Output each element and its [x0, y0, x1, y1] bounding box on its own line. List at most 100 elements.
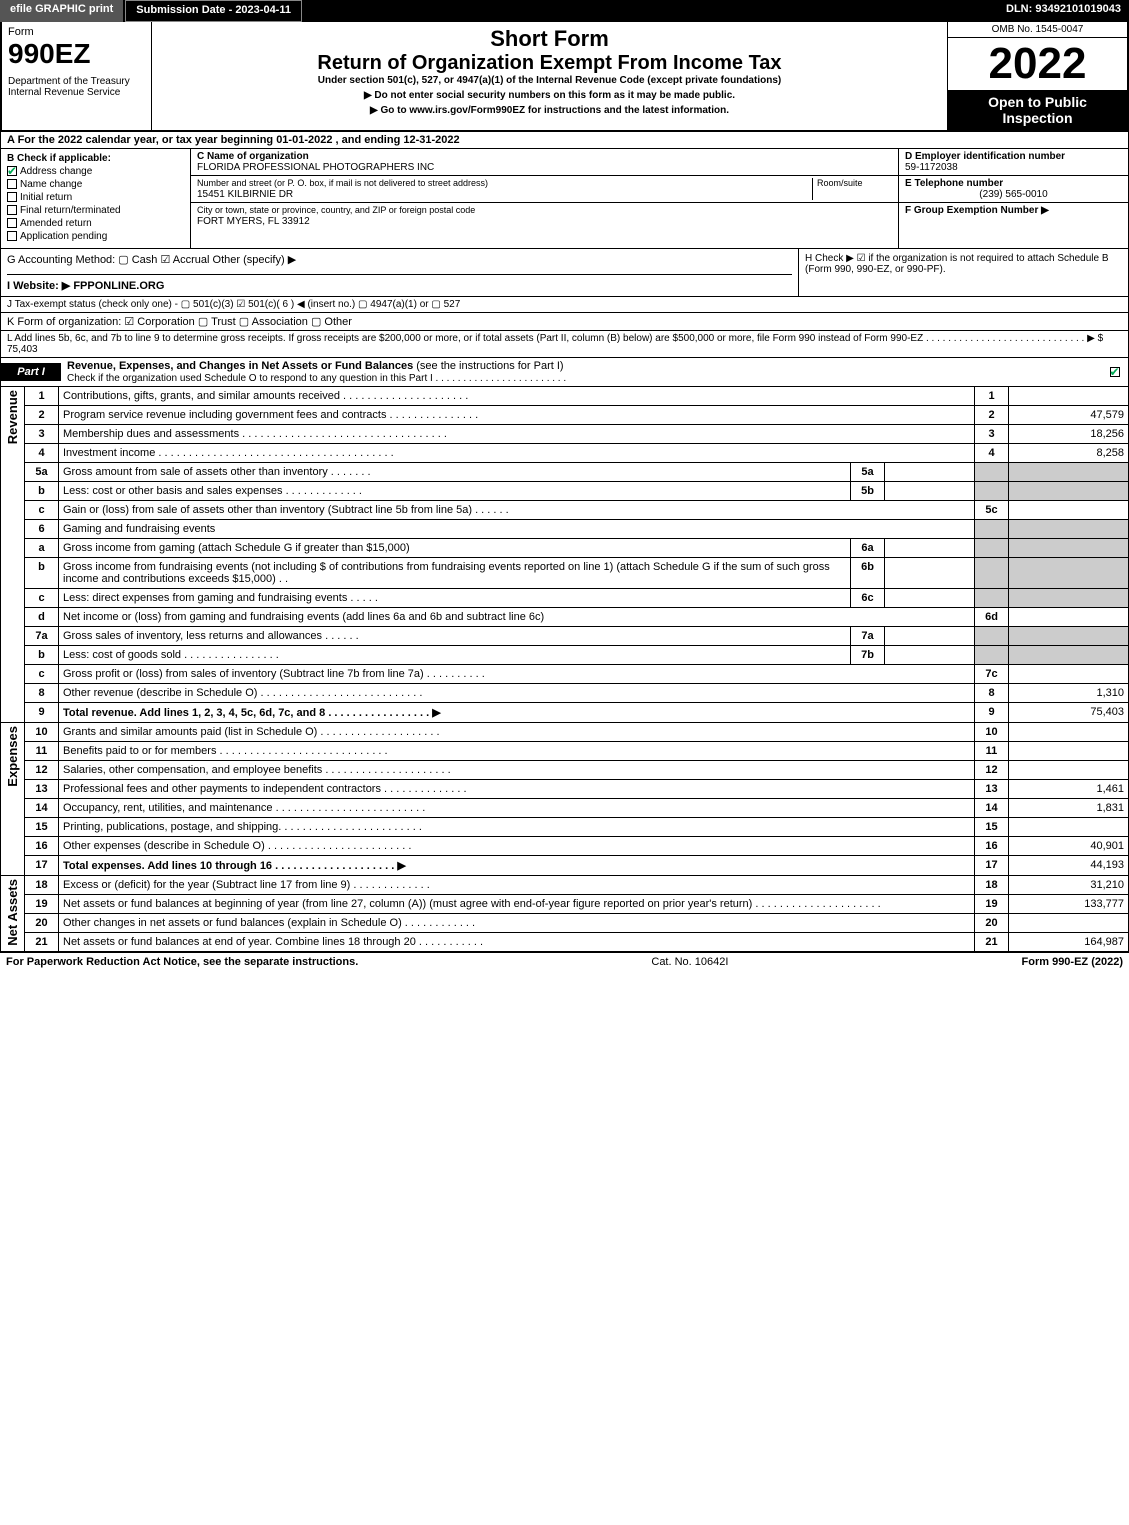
line-7a-sv: [885, 627, 975, 646]
efile-print-button[interactable]: efile GRAPHIC print: [0, 0, 123, 22]
checkbox-address-change[interactable]: [7, 166, 17, 176]
department: Department of the Treasury Internal Reve…: [8, 76, 145, 98]
checkbox-initial-return[interactable]: [7, 192, 17, 202]
line-15-r: 15: [975, 818, 1009, 837]
line-5b-sv: [885, 482, 975, 501]
line-14-v: 1,831: [1009, 799, 1129, 818]
line-5c-v: [1009, 501, 1129, 520]
line-7a-rg: [975, 627, 1009, 646]
block-c: C Name of organizationFLORIDA PROFESSION…: [191, 149, 898, 248]
line-12-num: 12: [25, 761, 59, 780]
checkbox-name-change[interactable]: [7, 179, 17, 189]
line-4-desc: Investment income . . . . . . . . . . . …: [59, 444, 975, 463]
line-6d-r: 6d: [975, 608, 1009, 627]
line-21-v: 164,987: [1009, 933, 1129, 952]
line-6a-rg: [975, 539, 1009, 558]
line-2-num: 2: [25, 406, 59, 425]
line-6d-num: d: [25, 608, 59, 627]
goto-note: ▶ Go to www.irs.gov/Form990EZ for instru…: [160, 105, 939, 116]
block-bcdef: B Check if applicable: Address change Na…: [0, 149, 1129, 249]
line-9-num: 9: [25, 703, 59, 723]
line-5a-vg: [1009, 463, 1129, 482]
opt-address-change: Address change: [20, 166, 92, 177]
line-15-desc: Printing, publications, postage, and shi…: [59, 818, 975, 837]
accounting-method: G Accounting Method: ▢ Cash ☑ Accrual Ot…: [7, 253, 792, 275]
line-11-v: [1009, 742, 1129, 761]
line-6a-num: a: [25, 539, 59, 558]
opt-application-pending: Application pending: [20, 231, 107, 242]
line-20-num: 20: [25, 914, 59, 933]
topbar: efile GRAPHIC print Submission Date - 20…: [0, 0, 1129, 22]
header-right: OMB No. 1545-0047 2022 Open to Public In…: [947, 22, 1127, 130]
checkbox-final-return[interactable]: [7, 205, 17, 215]
line-7b-sv: [885, 646, 975, 665]
line-9-desc: Total revenue. Add lines 1, 2, 3, 4, 5c,…: [59, 703, 975, 723]
line-17-num: 17: [25, 856, 59, 876]
line-14-desc: Occupancy, rent, utilities, and maintena…: [59, 799, 975, 818]
return-title: Return of Organization Exempt From Incom…: [160, 52, 939, 75]
line-21-r: 21: [975, 933, 1009, 952]
org-address: 15451 KILBIRNIE DR: [197, 189, 293, 200]
line-8-r: 8: [975, 684, 1009, 703]
line-3-desc: Membership dues and assessments . . . . …: [59, 425, 975, 444]
line-5c-r: 5c: [975, 501, 1009, 520]
checkbox-schedule-o[interactable]: [1110, 367, 1120, 377]
line-6c-sv: [885, 589, 975, 608]
line-18-num: 18: [25, 876, 59, 895]
line-6d-desc: Net income or (loss) from gaming and fun…: [59, 608, 975, 627]
line-8-num: 8: [25, 684, 59, 703]
line-21-num: 21: [25, 933, 59, 952]
footer-left: For Paperwork Reduction Act Notice, see …: [6, 956, 358, 968]
line-6c-desc: Less: direct expenses from gaming and fu…: [59, 589, 851, 608]
line-10-r: 10: [975, 723, 1009, 742]
line-6b-s: 6b: [851, 558, 885, 589]
dln: DLN: 93492101019043: [998, 0, 1129, 22]
line-6c-num: c: [25, 589, 59, 608]
footer-right: Form 990-EZ (2022): [1022, 956, 1123, 968]
line-16-r: 16: [975, 837, 1009, 856]
form-header: Form 990EZ Department of the Treasury In…: [0, 22, 1129, 132]
form-number: 990EZ: [8, 38, 145, 70]
opt-name-change: Name change: [20, 179, 82, 190]
block-b: B Check if applicable: Address change Na…: [1, 149, 191, 248]
line-7a-num: 7a: [25, 627, 59, 646]
line-7b-desc: Less: cost of goods sold . . . . . . . .…: [59, 646, 851, 665]
line-18-v: 31,210: [1009, 876, 1129, 895]
checkbox-amended-return[interactable]: [7, 218, 17, 228]
line-6-vg: [1009, 520, 1129, 539]
line-7b-rg: [975, 646, 1009, 665]
line-19-v: 133,777: [1009, 895, 1129, 914]
short-form-title: Short Form: [160, 26, 939, 52]
row-k: K Form of organization: ☑ Corporation ▢ …: [0, 313, 1129, 331]
part1-tab: Part I: [1, 363, 61, 381]
line-6b-desc: Gross income from fundraising events (no…: [59, 558, 851, 589]
line-7a-desc: Gross sales of inventory, less returns a…: [59, 627, 851, 646]
line-18-desc: Excess or (deficit) for the year (Subtra…: [59, 876, 975, 895]
footer-mid: Cat. No. 10642I: [358, 956, 1021, 968]
line-1-r: 1: [975, 387, 1009, 406]
line-9-r: 9: [975, 703, 1009, 723]
telephone: (239) 565-0010: [905, 189, 1122, 200]
line-5b-num: b: [25, 482, 59, 501]
line-20-r: 20: [975, 914, 1009, 933]
block-def: D Employer identification number59-11720…: [898, 149, 1128, 248]
line-13-r: 13: [975, 780, 1009, 799]
omb-number: OMB No. 1545-0047: [948, 22, 1127, 38]
line-13-num: 13: [25, 780, 59, 799]
open-public: Open to Public Inspection: [948, 90, 1127, 130]
line-6a-desc: Gross income from gaming (attach Schedul…: [59, 539, 851, 558]
line-7b-s: 7b: [851, 646, 885, 665]
line-12-v: [1009, 761, 1129, 780]
line-17-desc: Total expenses. Add lines 10 through 16 …: [59, 856, 975, 876]
line-10-v: [1009, 723, 1129, 742]
part1-title: Revenue, Expenses, and Changes in Net As…: [61, 358, 1104, 386]
line-4-r: 4: [975, 444, 1009, 463]
line-13-desc: Professional fees and other payments to …: [59, 780, 975, 799]
checkbox-application-pending[interactable]: [7, 231, 17, 241]
line-6b-sv: [885, 558, 975, 589]
block-g: G Accounting Method: ▢ Cash ☑ Accrual Ot…: [1, 249, 798, 296]
line-7c-v: [1009, 665, 1129, 684]
c-name-label: C Name of organization: [197, 151, 309, 162]
line-21-desc: Net assets or fund balances at end of ye…: [59, 933, 975, 952]
line-16-v: 40,901: [1009, 837, 1129, 856]
